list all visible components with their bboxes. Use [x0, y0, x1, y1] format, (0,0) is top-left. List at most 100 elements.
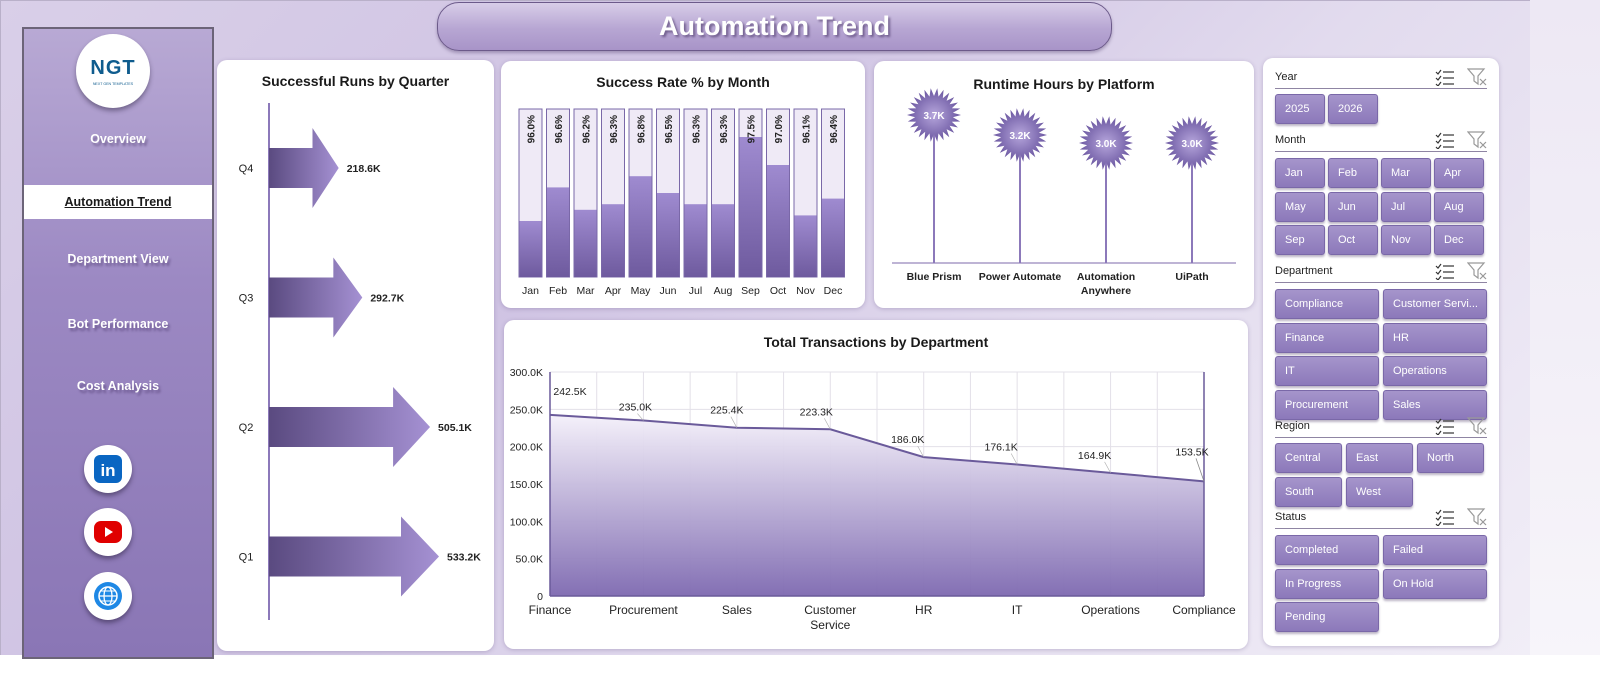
clear-filter-icon[interactable] [1467, 508, 1487, 526]
success-value-label: 96.5% [664, 115, 675, 143]
slicer-option-month[interactable]: Nov [1381, 225, 1431, 255]
sidebar: NGT NEXT GEN TEMPLATES Overview Automati… [22, 27, 214, 659]
slicer-option-department[interactable]: Customer Servi... [1383, 289, 1487, 319]
clear-filter-icon[interactable] [1467, 68, 1487, 86]
slicer-option-region[interactable]: South [1275, 476, 1342, 507]
success-value-label: 96.2% [582, 115, 593, 143]
slicer-option-month[interactable]: Jan [1275, 158, 1325, 188]
multi-select-icon[interactable] [1435, 68, 1455, 86]
trans-value-label: 225.4K [710, 405, 743, 417]
slicer-title: Region [1275, 420, 1310, 432]
clear-filter-icon[interactable] [1467, 131, 1487, 149]
multi-select-icon[interactable] [1435, 262, 1455, 280]
slicer-option-region[interactable]: West [1346, 476, 1413, 507]
multi-select-icon[interactable] [1435, 508, 1455, 526]
trans-value-label: 186.0K [891, 434, 924, 446]
trans-value-label: 242.5K [553, 386, 586, 398]
runtime-marker-blue-prism [907, 88, 961, 142]
slicer-option-department[interactable]: Sales [1383, 389, 1487, 420]
runtime-marker-automation-anywhere [1079, 116, 1133, 170]
slicer-option-status[interactable]: Failed [1383, 535, 1487, 565]
nav-automation-trend[interactable]: Automation Trend [24, 185, 212, 219]
slicer-option-region[interactable]: East [1346, 443, 1413, 473]
youtube-button[interactable] [84, 508, 132, 556]
linkedin-button[interactable]: in [84, 445, 132, 493]
slicer-option-department[interactable]: IT [1275, 356, 1379, 386]
success-value-label: 96.0% [527, 115, 538, 143]
runtime-tick-label-line: UiPath [1175, 271, 1208, 283]
slicer-option-year[interactable]: 2026 [1328, 94, 1378, 124]
quarter-tick-label: Q3 [239, 293, 254, 305]
slicer-option-month[interactable]: Jul [1381, 191, 1431, 222]
slicer-option-department[interactable]: Finance [1275, 322, 1379, 353]
success-tick-label: Mar [576, 285, 595, 297]
runtime-chart: 3.7K Blue Prism 3.2K Power Automate 3.0K Auto… [892, 88, 1236, 297]
slicer-option-department[interactable]: Operations [1383, 356, 1487, 386]
success-bar-jan [519, 221, 542, 277]
success-bar-aug [712, 204, 734, 277]
multi-select-icon[interactable] [1435, 417, 1455, 435]
success-tick-label: Apr [605, 285, 622, 297]
slicer-option-region[interactable]: Central [1275, 443, 1342, 473]
success-bar-feb [547, 187, 569, 277]
nav-label: Automation Trend [64, 195, 172, 209]
runtime-tick-label-line: Power Automate [979, 271, 1062, 283]
slicer-header-region: Region [1275, 416, 1487, 438]
nav-label: Cost Analysis [76, 379, 160, 393]
slicer-option-region[interactable]: North [1417, 443, 1484, 473]
trans-x-tick-label-line: Sales [722, 603, 752, 617]
slicer-option-department[interactable]: Procurement [1275, 389, 1379, 420]
success-value-label: 96.6% [554, 115, 565, 143]
slicer-option-month[interactable]: Apr [1434, 158, 1484, 188]
slicer-option-month[interactable]: Aug [1434, 191, 1484, 222]
slicer-controls [1435, 131, 1487, 149]
slicer-option-month[interactable]: Sep [1275, 225, 1325, 255]
nav-cost-analysis[interactable]: Cost Analysis [24, 369, 212, 403]
slicer-option-department[interactable]: HR [1383, 322, 1487, 353]
filter-panel: Year 2025 2026 Month Jan Feb Mar Apr May Jun Jul Au… [1263, 58, 1499, 646]
slicer-header-month: Month [1275, 130, 1487, 152]
slicer-option-department[interactable]: Compliance [1275, 289, 1379, 319]
trans-x-tick-label: Compliance [1172, 603, 1236, 617]
success-chart-title: Success Rate % by Month [596, 74, 770, 90]
slicer-option-year[interactable]: 2025 [1275, 94, 1325, 124]
trans-x-tick-label: Customer Service [804, 603, 856, 632]
logo-subtitle: NEXT GEN TEMPLATES [92, 81, 134, 86]
success-tick-label: Oct [770, 285, 786, 297]
runtime-chart-title: Runtime Hours by Platform [973, 76, 1155, 92]
slicer-option-status[interactable]: On Hold [1383, 568, 1487, 599]
website-button[interactable] [84, 572, 132, 620]
slicer-option-month[interactable]: Dec [1434, 225, 1484, 255]
clear-filter-icon[interactable] [1467, 417, 1487, 435]
success-value-label: 96.3% [719, 115, 730, 143]
slicer-option-month[interactable]: Feb [1328, 158, 1378, 188]
runtime-tick-label: UiPath [1175, 271, 1208, 283]
success-bar-may [629, 176, 652, 277]
slicer-option-status[interactable]: Pending [1275, 602, 1379, 632]
runtime-value-label: 3.2K [1009, 131, 1031, 142]
slicer-option-status[interactable]: Completed [1275, 535, 1379, 565]
nav-bot-performance[interactable]: Bot Performance [24, 307, 212, 341]
trans-leader-line [917, 445, 924, 458]
slicer-controls [1435, 508, 1487, 526]
success-rate-chart: 96.0% Jan 96.6% Feb 96.2% Mar 96.3% Apr 96.8% May… [518, 108, 845, 297]
trans-leader-line [730, 416, 738, 428]
success-tick-label: Nov [796, 285, 815, 297]
background-right-strip [1530, 0, 1600, 660]
success-bar-apr [602, 204, 624, 277]
success-tick-label: Jan [522, 285, 539, 297]
slicer-option-month[interactable]: Mar [1381, 158, 1431, 188]
slicer-option-month[interactable]: Oct [1328, 225, 1378, 255]
nav-department-view[interactable]: Department View [24, 242, 212, 276]
trans-leader-line [1010, 453, 1018, 465]
nav-overview[interactable]: Overview [24, 122, 212, 156]
transactions-chart-title: Total Transactions by Department [763, 334, 989, 350]
slicer-controls [1435, 68, 1487, 86]
trans-leader-line [637, 413, 644, 421]
slicer-option-month[interactable]: Jun [1328, 191, 1378, 222]
slicer-option-month[interactable]: May [1275, 191, 1325, 222]
slicer-option-status[interactable]: In Progress [1275, 568, 1379, 599]
multi-select-icon[interactable] [1435, 131, 1455, 149]
company-logo[interactable]: NGT NEXT GEN TEMPLATES [76, 34, 150, 108]
clear-filter-icon[interactable] [1467, 262, 1487, 280]
